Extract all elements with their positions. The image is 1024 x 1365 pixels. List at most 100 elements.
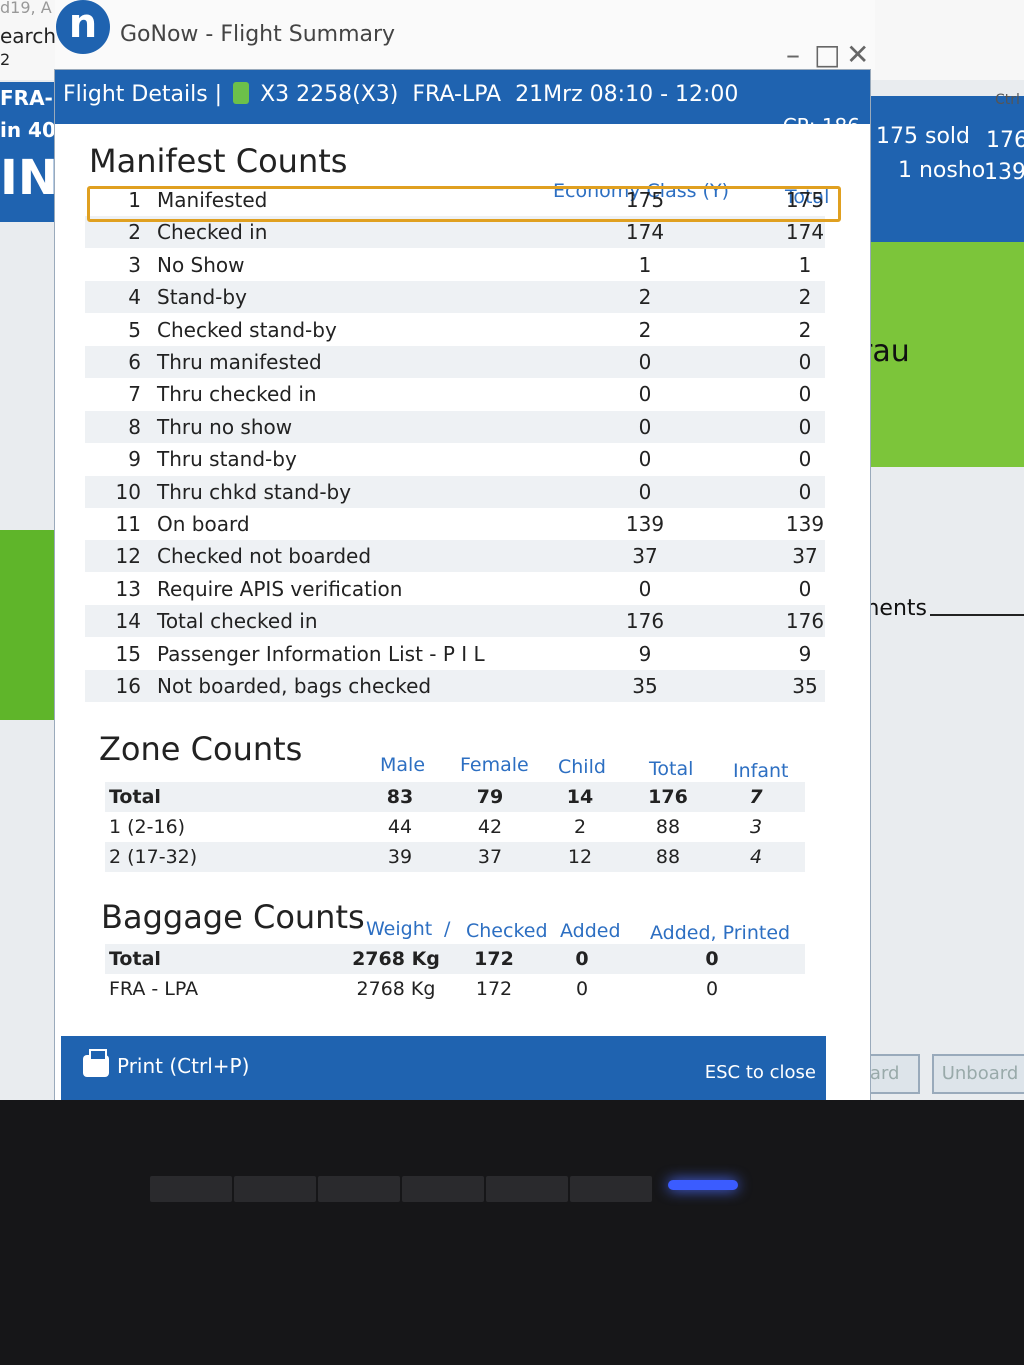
baggage-counts-title: Baggage Counts (101, 898, 365, 936)
manifest-economy-value: 0 (638, 479, 652, 504)
zone-female: 37 (477, 846, 503, 868)
manifest-row[interactable]: 1 Manifested 175 175 (85, 184, 825, 216)
manifest-total-value: 0 (798, 382, 812, 407)
manifest-row-number: 5 (128, 317, 141, 342)
baggage-row: FRA - LPA 2768 Kg 172 0 0 (105, 974, 805, 1004)
power-led (668, 1180, 738, 1190)
manifest-row-label: Not boarded, bags checked (157, 674, 432, 698)
zone-male: 83 (386, 786, 414, 808)
col-added: Added (560, 920, 621, 942)
dialog-footer: Print (Ctrl+P) ESC to close (61, 1036, 826, 1100)
bg-search-text[interactable]: earch (0, 24, 57, 48)
manifest-row[interactable]: 12 Checked not boarded 37 37 (85, 540, 825, 573)
col-female: Female (460, 754, 529, 776)
monitor-button[interactable] (570, 1176, 652, 1202)
monitor-buttons (150, 1176, 652, 1202)
zone-infant: 3 (749, 816, 763, 838)
manifest-economy-value: 0 (638, 350, 652, 374)
manifest-total-value: 139 (785, 512, 825, 536)
zone-total: 176 (648, 786, 688, 808)
bg-blue-panel (0, 82, 55, 222)
manifest-row[interactable]: 13 Require APIS verification 0 0 (85, 573, 825, 605)
bg-sold-value: 176 (986, 128, 1024, 153)
manifest-economy-value: 35 (632, 674, 658, 698)
manifest-row-label: Thru no show (157, 414, 293, 439)
manifest-total-value: 1 (798, 252, 812, 277)
col-infant: Infant (733, 760, 789, 782)
col-male: Male (380, 754, 426, 776)
manifest-economy-value: 176 (625, 609, 665, 634)
zone-total: 88 (655, 816, 681, 838)
manifest-row-label: Manifested (157, 188, 268, 212)
baggage-label: FRA - LPA (109, 978, 199, 1000)
bg-text: d19, A (0, 0, 52, 17)
close-button[interactable]: ✕ (846, 38, 870, 71)
monitor-button[interactable] (234, 1176, 316, 1202)
monitor-button[interactable] (318, 1176, 400, 1202)
col-total: Total (785, 186, 830, 208)
manifest-economy-value: 0 (638, 447, 652, 472)
zone-row-total: Total 83 79 14 176 7 (105, 782, 805, 812)
baggage-weight: 2768 Kg (356, 978, 436, 1000)
manifest-row[interactable]: 7 Thru checked in 0 0 (85, 378, 825, 410)
monitor-button[interactable] (486, 1176, 568, 1202)
col-zone-total: Total (649, 758, 694, 780)
manifest-economy-value: 0 (638, 576, 652, 601)
manifest-row[interactable]: 5 Checked stand-by 2 2 (85, 314, 825, 346)
print-label: Print (Ctrl+P) (117, 1054, 250, 1078)
manifest-row-number: 14 (115, 609, 141, 634)
manifest-row-number: 2 (128, 220, 141, 245)
bg-text: in 40 (0, 118, 56, 142)
manifest-row-number: 6 (128, 350, 141, 374)
bg-green-panel (0, 530, 55, 720)
bg-unboard-button[interactable]: Unboard (932, 1054, 1024, 1094)
zone-counts-title: Zone Counts (99, 730, 303, 768)
manifest-row[interactable]: 10 Thru chkd stand-by 0 0 (85, 475, 825, 508)
monitor-button[interactable] (150, 1176, 232, 1202)
manifest-row[interactable]: 8 Thru no show 0 0 (85, 410, 825, 443)
manifest-row-number: 15 (115, 641, 141, 666)
col-weight: Weight (366, 918, 433, 940)
manifest-row[interactable]: 2 Checked in 174 174 (85, 216, 825, 249)
flight-details-title: Flight Details | X3 2258(X3) FRA-LPA 21M… (63, 82, 738, 107)
manifest-row[interactable]: 9 Thru stand-by 0 0 (85, 443, 825, 475)
zone-row: 2 (17-32) 39 37 12 88 4 (105, 842, 805, 872)
col-separator: / (444, 918, 451, 940)
zone-child: 12 (567, 846, 593, 868)
minimize-button[interactable]: – (786, 38, 800, 71)
passenger-icon (233, 82, 250, 104)
manifest-row-number: 4 (128, 285, 141, 310)
manifest-economy-value: 1 (638, 252, 652, 277)
manifest-row-number: 13 (115, 576, 141, 601)
manifest-row-number: 16 (115, 674, 141, 698)
bg-text: 2 (0, 50, 11, 69)
manifest-row-number: 3 (128, 252, 141, 277)
zone-label: Total (109, 786, 161, 808)
print-button[interactable]: Print (Ctrl+P) (83, 1049, 250, 1078)
manifest-row[interactable]: 3 No Show 1 1 (85, 249, 825, 281)
manifest-economy-value: 2 (638, 285, 652, 310)
manifest-row[interactable]: 11 On board 139 139 (85, 508, 825, 540)
manifest-row-label: Require APIS verification (157, 576, 403, 601)
maximize-button[interactable]: □ (814, 38, 841, 71)
manifest-row[interactable]: 4 Stand-by 2 2 (85, 281, 825, 314)
flight-time: 21Mrz 08:10 - 12:00 (515, 82, 739, 107)
manifest-row-label: Total checked in (157, 609, 318, 634)
flight-summary-dialog: Flight Details | X3 2258(X3) FRA-LPA 21M… (55, 70, 870, 1100)
zone-row: 1 (2-16) 44 42 2 88 3 (105, 812, 805, 842)
manifest-total-value: 0 (798, 576, 812, 601)
flight-details-label: Flight Details | (63, 82, 223, 107)
monitor-button[interactable] (402, 1176, 484, 1202)
window-titlebar (55, 0, 875, 70)
manifest-row[interactable]: 15 Passenger Information List - P I L 9 9 (85, 638, 825, 670)
manifest-row-label: Thru checked in (157, 382, 317, 407)
dialog-header: Flight Details | X3 2258(X3) FRA-LPA 21M… (55, 70, 870, 138)
flight-number: X3 2258(X3) (260, 82, 399, 107)
flight-route: FRA-LPA (412, 82, 502, 107)
manifest-row[interactable]: 16 Not boarded, bags checked 35 35 (85, 670, 825, 702)
manifest-row[interactable]: 6 Thru manifested 0 0 (85, 346, 825, 378)
monitor-bezel (0, 1100, 1024, 1365)
baggage-added-printed: 0 (705, 948, 719, 970)
manifest-row[interactable]: 14 Total checked in 176 176 (85, 605, 825, 638)
col-added-printed: Added, Printed (650, 922, 791, 944)
